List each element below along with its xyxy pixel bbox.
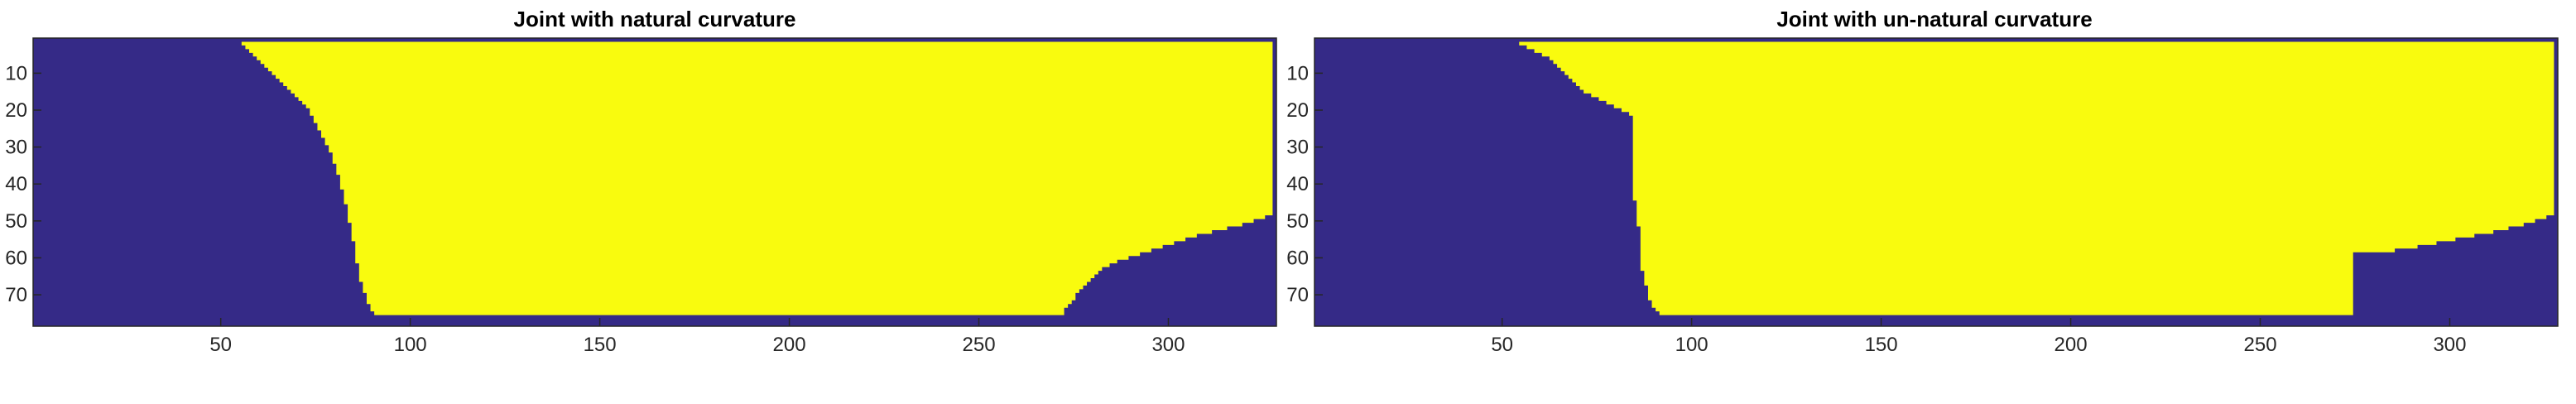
filled-region bbox=[1519, 41, 2554, 315]
x-tick-label: 250 bbox=[963, 334, 996, 356]
y-tick-label: 30 bbox=[1286, 137, 1309, 159]
chart-right: Joint with un-natural curvature 50 100 150… bbox=[1286, 7, 2559, 356]
plot-frame bbox=[1314, 37, 2559, 327]
chart-title: Joint with un-natural curvature bbox=[1776, 7, 2092, 31]
y-tick-label: 60 bbox=[1286, 247, 1309, 269]
y-tick-label: 10 bbox=[1286, 62, 1309, 84]
y-ticks: 10 20 30 40 50 60 70 bbox=[5, 62, 41, 306]
y-tick-label: 60 bbox=[5, 247, 27, 269]
y-tick-label: 70 bbox=[1286, 284, 1309, 306]
x-tick-label: 50 bbox=[1491, 334, 1513, 356]
y-tick-label: 20 bbox=[1286, 99, 1309, 122]
x-tick-label: 100 bbox=[1675, 334, 1709, 356]
x-tick-label: 300 bbox=[1151, 334, 1185, 356]
x-tick-label: 150 bbox=[584, 334, 617, 356]
y-tick-label: 20 bbox=[5, 99, 27, 122]
x-tick-label: 200 bbox=[773, 334, 806, 356]
chart-title: Joint with natural curvature bbox=[514, 7, 796, 31]
y-tick-label: 50 bbox=[5, 210, 27, 233]
plot-frame bbox=[32, 37, 1277, 327]
y-tick-label: 40 bbox=[1286, 173, 1309, 195]
chart-left: Joint with natural curvature 50 100 150 200… bbox=[5, 7, 1277, 356]
x-ticks: 50 100 150 200 250 300 bbox=[209, 318, 1185, 356]
x-tick-label: 250 bbox=[2244, 334, 2277, 356]
x-tick-label: 200 bbox=[2055, 334, 2088, 356]
x-tick-label: 50 bbox=[209, 334, 232, 356]
y-tick-label: 10 bbox=[5, 62, 27, 84]
y-tick-label: 50 bbox=[1286, 210, 1309, 233]
y-tick-label: 70 bbox=[5, 284, 27, 306]
x-tick-label: 300 bbox=[2433, 334, 2466, 356]
y-ticks: 10 20 30 40 50 60 70 bbox=[1286, 62, 1323, 306]
y-tick-label: 40 bbox=[5, 173, 27, 195]
x-tick-label: 100 bbox=[394, 334, 427, 356]
filled-region bbox=[241, 41, 1273, 315]
y-tick-label: 30 bbox=[5, 137, 27, 159]
x-tick-label: 150 bbox=[1865, 334, 1898, 356]
x-ticks: 50 100 150 200 250 300 bbox=[1491, 318, 2467, 356]
